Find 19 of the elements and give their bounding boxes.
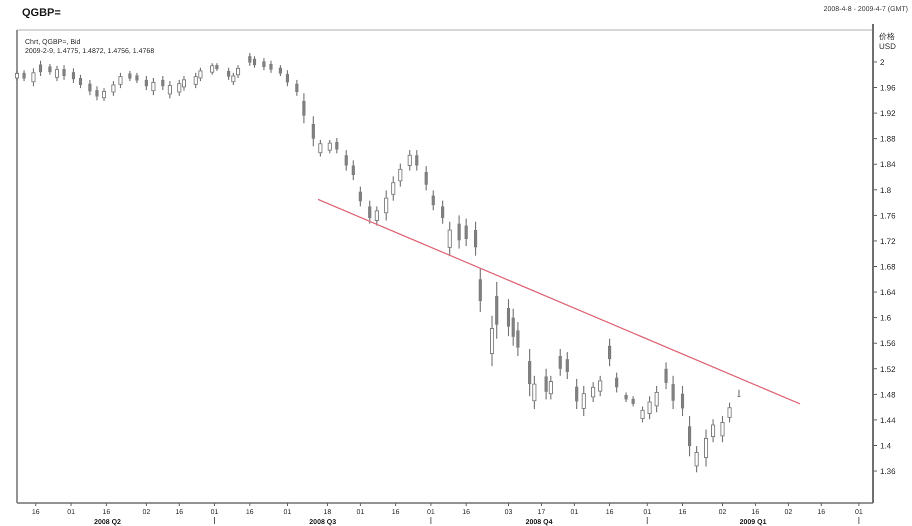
y-tick-label: 1.68 (880, 262, 896, 272)
y-tick-label: 1.8 (880, 186, 892, 195)
y-tick-label: 1.44 (880, 416, 896, 425)
y-tick-label: 1.64 (880, 288, 896, 298)
y-tick-label: 1.84 (880, 160, 896, 170)
y-tick-label: 1.48 (880, 390, 896, 400)
y-tick-label: 1.72 (880, 236, 896, 246)
y-tick-label: 2 (880, 58, 885, 67)
y-axis-title: 价格 USD (878, 32, 896, 51)
y-tick-label: 1.4 (880, 441, 892, 450)
y-tick-label: 1.56 (880, 339, 896, 348)
y-tick-label: 1.52 (880, 364, 896, 374)
chart-title: QGBP= (22, 7, 61, 19)
y-tick-label: 1.92 (880, 109, 896, 118)
y-tick-label: 1.96 (880, 84, 896, 93)
y-tick-label: 1.88 (880, 134, 896, 144)
y-tick-label: 1.36 (880, 467, 896, 476)
y-tick-label: 1.76 (880, 211, 896, 220)
y-tick-label: 1.6 (880, 314, 892, 323)
